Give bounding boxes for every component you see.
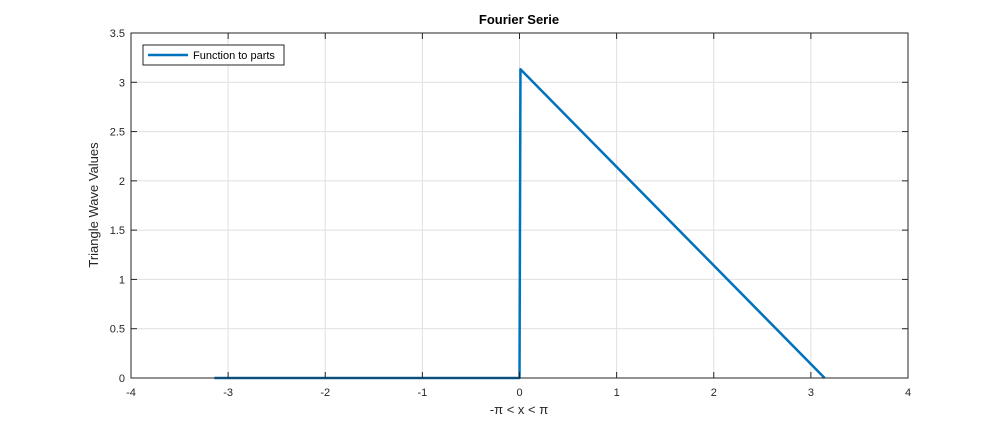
ticks: -4 -3 -2 -1 0 1 2 3 4 0 0.5 1 1.5 2 2.5 3 3.5 [110, 28, 911, 399]
y-axis-label: Triangle Wave Values [86, 142, 101, 268]
y-tick-label: 2 [119, 176, 125, 188]
x-tick-label: -1 [417, 387, 427, 399]
x-axis-label: -π < x < π [490, 402, 548, 417]
x-tick-label: 0 [516, 387, 522, 399]
x-tick-label: -3 [223, 387, 233, 399]
y-tick-label: 2.5 [110, 127, 125, 139]
chart-title: Fourier Serie [479, 12, 559, 27]
y-tick-label: 1.5 [110, 225, 125, 237]
x-tick-label: -4 [126, 387, 136, 399]
x-tick-label: -2 [320, 387, 330, 399]
legend-box [142, 44, 285, 66]
x-tick-label: 3 [808, 387, 814, 399]
x-tick-label: 4 [905, 387, 911, 399]
y-tick-label: 3 [119, 77, 125, 89]
y-tick-label: 0 [119, 373, 125, 385]
y-tick-label: 1 [119, 274, 125, 286]
y-tick-label: 3.5 [110, 28, 125, 40]
y-tick-label: 0.5 [110, 324, 125, 336]
legend: Function to parts [142, 44, 285, 66]
x-tick-label: 1 [614, 387, 620, 399]
x-tick-label: 2 [711, 387, 717, 399]
legend-label: Function to parts [193, 50, 275, 62]
